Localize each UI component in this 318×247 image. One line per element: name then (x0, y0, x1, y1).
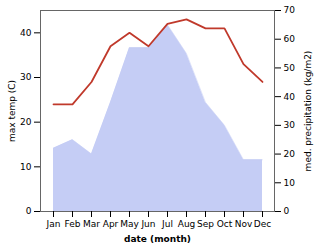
svg-text:max temp (C): max temp (C) (7, 80, 17, 142)
svg-text:Aug: Aug (178, 219, 196, 229)
svg-text:0: 0 (26, 206, 32, 216)
svg-text:0: 0 (284, 206, 290, 216)
svg-text:Sep: Sep (197, 219, 214, 229)
svg-text:70: 70 (284, 5, 296, 15)
svg-text:60: 60 (284, 34, 296, 44)
svg-text:20: 20 (284, 149, 296, 159)
svg-text:Apr: Apr (103, 219, 119, 229)
svg-text:Dec: Dec (254, 219, 271, 229)
svg-text:50: 50 (284, 63, 296, 73)
svg-text:30: 30 (20, 72, 32, 82)
svg-text:Mar: Mar (83, 219, 100, 229)
svg-text:Nov: Nov (235, 219, 253, 229)
svg-text:10: 10 (20, 162, 32, 172)
svg-text:40: 40 (284, 92, 296, 102)
svg-text:Feb: Feb (65, 219, 81, 229)
svg-text:Jul: Jul (161, 219, 173, 229)
svg-text:40: 40 (20, 28, 32, 38)
svg-text:med. precipitation (kg/m2): med. precipitation (kg/m2) (303, 51, 313, 172)
svg-text:Jun: Jun (140, 219, 155, 229)
svg-text:30: 30 (284, 120, 296, 130)
svg-text:20: 20 (20, 117, 32, 127)
svg-text:May: May (120, 219, 139, 229)
svg-text:Jan: Jan (46, 219, 61, 229)
svg-text:date (month): date (month) (124, 234, 191, 244)
svg-text:10: 10 (284, 178, 296, 188)
svg-text:Oct: Oct (217, 219, 233, 229)
